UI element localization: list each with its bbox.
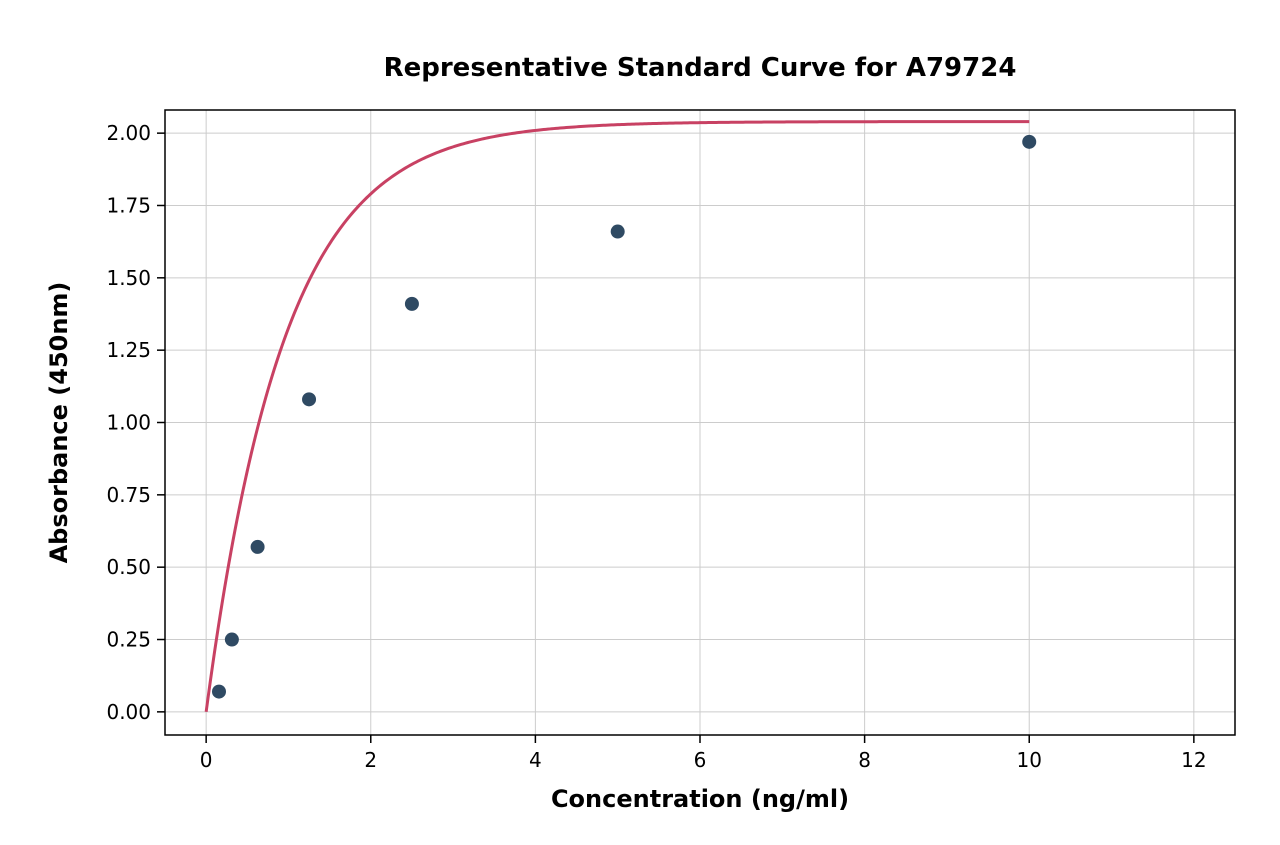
y-tick-label: 2.00 xyxy=(106,121,151,145)
y-tick-label: 0.00 xyxy=(106,700,151,724)
data-point xyxy=(405,297,419,311)
data-point xyxy=(212,685,226,699)
data-point xyxy=(225,633,239,647)
data-point xyxy=(251,540,265,554)
chart-title: Representative Standard Curve for A79724 xyxy=(384,53,1017,83)
y-tick-label: 1.50 xyxy=(106,266,151,290)
y-tick-label: 0.75 xyxy=(106,483,151,507)
x-tick-label: 6 xyxy=(694,748,707,772)
standard-curve-chart: 0 2 4 6 8 10 12 0.00 0.25 0.50 0.75 1.00 1.25 1.50 1.7… xyxy=(0,0,1280,845)
chart-container: 0 2 4 6 8 10 12 0.00 0.25 0.50 0.75 1.00 1.25 1.50 1.7… xyxy=(0,0,1280,845)
x-tick-label: 12 xyxy=(1181,748,1206,772)
fitted-curve xyxy=(206,122,1029,712)
data-point xyxy=(302,392,316,406)
y-tick-label: 0.50 xyxy=(106,555,151,579)
y-tick-label: 1.75 xyxy=(106,193,151,217)
x-axis-label: Concentration (ng/ml) xyxy=(551,785,849,813)
data-point xyxy=(1022,135,1036,149)
y-tick-label: 1.25 xyxy=(106,338,151,362)
x-tick-label: 2 xyxy=(364,748,377,772)
x-tick-label: 0 xyxy=(200,748,213,772)
x-tick-label: 10 xyxy=(1017,748,1042,772)
data-point xyxy=(611,225,625,239)
x-tick-label: 8 xyxy=(858,748,871,772)
x-tick-label: 4 xyxy=(529,748,542,772)
y-axis-label: Absorbance (450nm) xyxy=(45,282,73,564)
y-tick-label: 1.00 xyxy=(106,411,151,435)
y-tick-label: 0.25 xyxy=(106,628,151,652)
